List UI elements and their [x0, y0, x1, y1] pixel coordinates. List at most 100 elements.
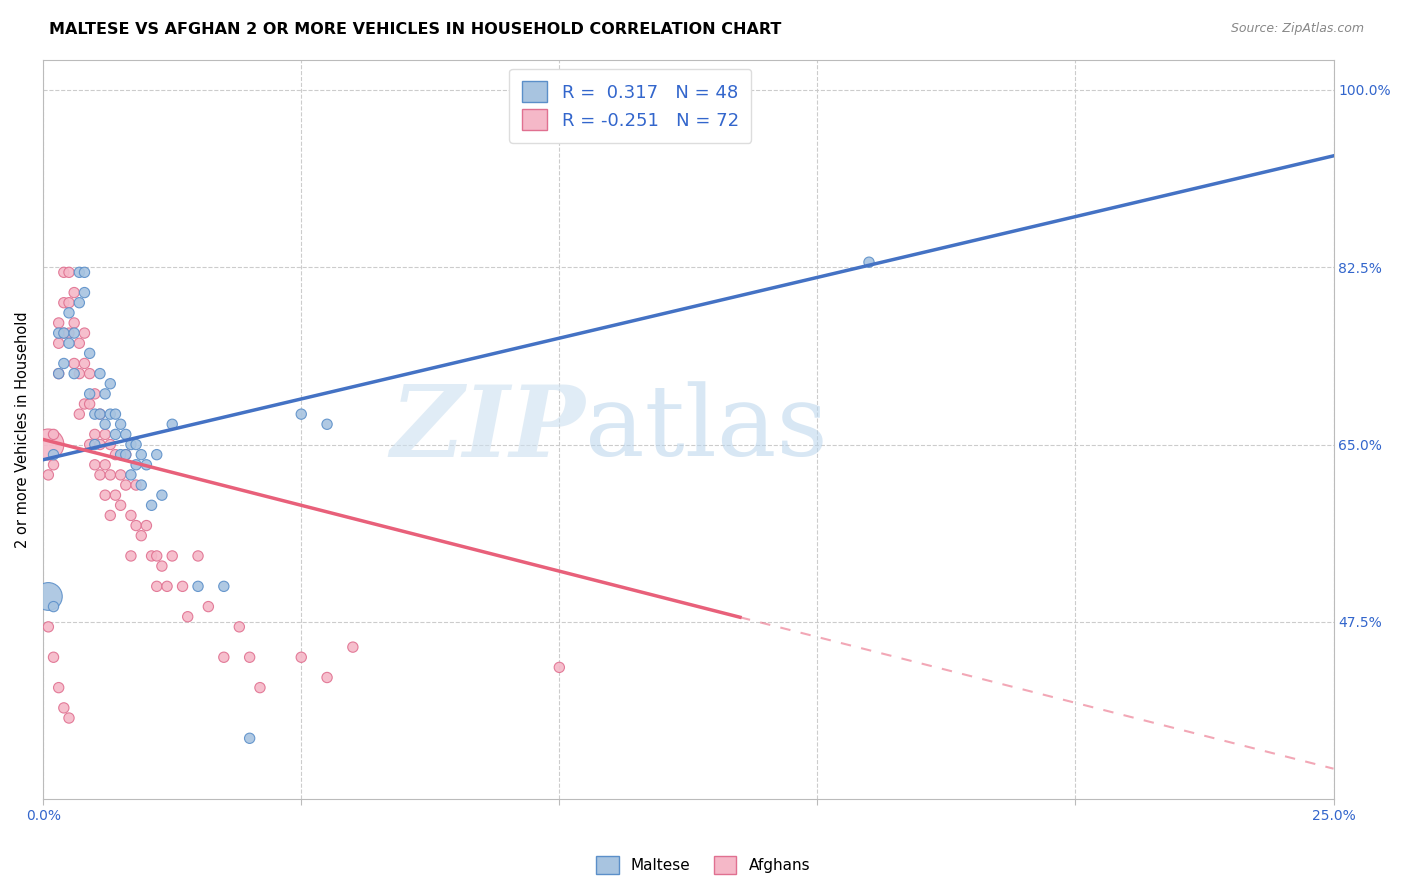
Point — [114, 427, 136, 442]
Point — [858, 255, 880, 269]
Point — [120, 437, 142, 451]
Point — [135, 458, 157, 472]
Point — [52, 356, 75, 370]
Point — [94, 417, 117, 432]
Point — [52, 265, 75, 279]
Point — [48, 336, 70, 351]
Point — [79, 437, 101, 451]
Point — [110, 417, 132, 432]
Point — [58, 295, 80, 310]
Point — [37, 620, 59, 634]
Point — [197, 599, 219, 614]
Point — [150, 488, 173, 502]
Point — [63, 316, 86, 330]
Point — [156, 579, 179, 593]
Point — [228, 620, 250, 634]
Point — [98, 467, 121, 482]
Point — [48, 316, 70, 330]
Point — [104, 448, 127, 462]
Point — [160, 417, 183, 432]
Point — [187, 579, 209, 593]
Point — [58, 306, 80, 320]
Point — [145, 549, 167, 563]
Point — [67, 367, 90, 381]
Point — [67, 265, 90, 279]
Point — [63, 326, 86, 340]
Point — [89, 367, 111, 381]
Point — [125, 437, 148, 451]
Point — [120, 467, 142, 482]
Point — [52, 295, 75, 310]
Point — [316, 671, 339, 685]
Point — [58, 326, 80, 340]
Point — [79, 367, 101, 381]
Point — [177, 609, 200, 624]
Legend: R =  0.317   N = 48, R = -0.251   N = 72: R = 0.317 N = 48, R = -0.251 N = 72 — [509, 69, 751, 143]
Point — [83, 407, 105, 421]
Point — [104, 427, 127, 442]
Point — [141, 549, 163, 563]
Point — [89, 437, 111, 451]
Point — [42, 458, 65, 472]
Point — [48, 681, 70, 695]
Point — [42, 448, 65, 462]
Point — [73, 397, 96, 411]
Point — [73, 356, 96, 370]
Point — [110, 467, 132, 482]
Point — [125, 478, 148, 492]
Point — [83, 427, 105, 442]
Point — [52, 701, 75, 715]
Point — [548, 660, 571, 674]
Point — [79, 346, 101, 360]
Point — [73, 326, 96, 340]
Text: atlas: atlas — [585, 382, 828, 477]
Point — [129, 448, 152, 462]
Point — [58, 336, 80, 351]
Point — [73, 285, 96, 300]
Point — [135, 518, 157, 533]
Point — [125, 518, 148, 533]
Point — [83, 437, 105, 451]
Point — [290, 407, 312, 421]
Point — [150, 559, 173, 574]
Point — [104, 488, 127, 502]
Point — [79, 397, 101, 411]
Point — [63, 285, 86, 300]
Point — [89, 467, 111, 482]
Point — [83, 458, 105, 472]
Point — [120, 508, 142, 523]
Point — [290, 650, 312, 665]
Point — [110, 498, 132, 512]
Text: MALTESE VS AFGHAN 2 OR MORE VEHICLES IN HOUSEHOLD CORRELATION CHART: MALTESE VS AFGHAN 2 OR MORE VEHICLES IN … — [49, 22, 782, 37]
Point — [52, 326, 75, 340]
Point — [141, 498, 163, 512]
Point — [89, 407, 111, 421]
Point — [172, 579, 194, 593]
Point — [73, 265, 96, 279]
Point — [114, 478, 136, 492]
Point — [58, 711, 80, 725]
Point — [98, 407, 121, 421]
Point — [42, 650, 65, 665]
Point — [94, 427, 117, 442]
Point — [98, 508, 121, 523]
Point — [48, 367, 70, 381]
Point — [98, 437, 121, 451]
Point — [79, 387, 101, 401]
Point — [48, 367, 70, 381]
Point — [94, 387, 117, 401]
Point — [145, 579, 167, 593]
Point — [104, 407, 127, 421]
Point — [129, 478, 152, 492]
Point — [212, 579, 235, 593]
Point — [187, 549, 209, 563]
Point — [94, 458, 117, 472]
Point — [120, 549, 142, 563]
Text: ZIP: ZIP — [389, 381, 585, 477]
Point — [63, 356, 86, 370]
Point — [212, 650, 235, 665]
Point — [98, 376, 121, 391]
Point — [114, 448, 136, 462]
Text: Source: ZipAtlas.com: Source: ZipAtlas.com — [1230, 22, 1364, 36]
Point — [48, 326, 70, 340]
